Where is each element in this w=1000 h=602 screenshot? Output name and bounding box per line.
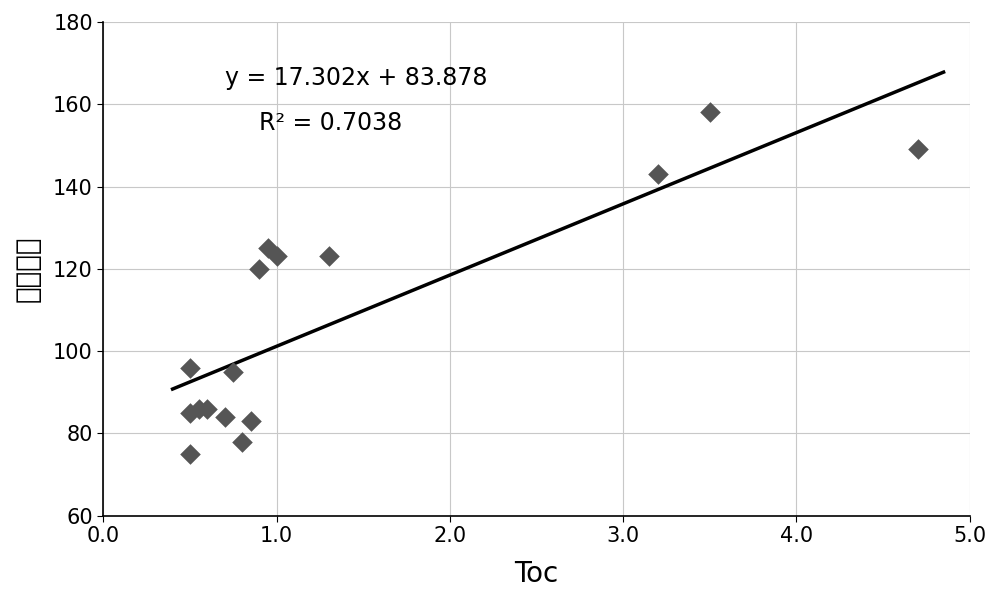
Point xyxy=(251,264,267,274)
Point xyxy=(225,367,241,377)
Point xyxy=(191,404,207,414)
Point xyxy=(234,437,250,447)
Point xyxy=(260,243,276,253)
Point xyxy=(702,108,718,117)
Point xyxy=(321,252,337,261)
Point xyxy=(243,417,259,426)
Point xyxy=(182,408,198,418)
Text: R² = 0.7038: R² = 0.7038 xyxy=(259,111,402,135)
Text: y = 17.302x + 83.878: y = 17.302x + 83.878 xyxy=(225,66,487,90)
Point xyxy=(269,252,285,261)
Point xyxy=(910,144,926,154)
Point xyxy=(199,404,215,414)
X-axis label: Toc: Toc xyxy=(514,560,559,588)
Point xyxy=(650,169,666,179)
Point xyxy=(217,412,233,422)
Y-axis label: 自然伽马: 自然伽马 xyxy=(14,235,42,302)
Point xyxy=(182,363,198,373)
Point xyxy=(182,449,198,459)
